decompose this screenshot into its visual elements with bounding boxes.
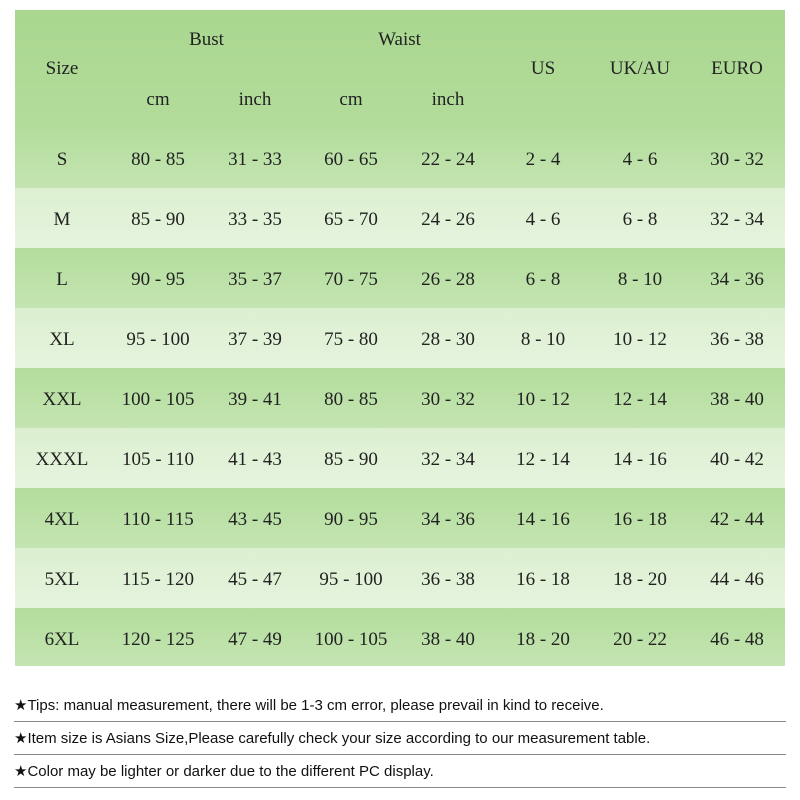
table-cell: 8 - 10 [520,329,566,350]
table-cell: 18 - 20 [516,629,570,650]
header-bg [15,10,785,128]
table-cell: 105 - 110 [121,449,195,470]
table-cell: 26 - 28 [421,269,475,290]
header-group: Bust [189,29,224,50]
table-cell: 35 - 37 [228,269,282,290]
table-cell: 90 - 95 [324,509,378,530]
table-cell: 80 - 85 [324,389,378,410]
table-cell: 85 - 90 [131,209,185,230]
table-cell: S [56,149,68,170]
table-cell: 10 - 12 [613,329,667,350]
row-bg [15,548,785,608]
separator [14,787,786,788]
table-cell: 46 - 48 [710,629,764,650]
table-cell: 5XL [44,569,80,590]
table-cell: 85 - 90 [324,449,378,470]
table-cell: 70 - 75 [324,269,378,290]
header-cell: UK/AU [609,58,671,79]
table-cell: 32 - 34 [421,449,475,470]
table-cell: XXXL [35,449,89,470]
table-cell: 38 - 40 [421,629,475,650]
table-cell: 43 - 45 [228,509,282,530]
table-cell: 4XL [44,509,80,530]
row-bg [15,308,785,368]
table-cell: M [53,209,71,230]
table-cell: 30 - 32 [421,389,475,410]
table-cell: 18 - 20 [613,569,667,590]
table-cell: XL [49,329,75,350]
row-bg [15,368,785,428]
table-cell: 31 - 33 [228,149,282,170]
header-sub: inch [431,89,465,110]
table-cell: 37 - 39 [228,329,282,350]
table-cell: 75 - 80 [324,329,378,350]
table-cell: 38 - 40 [710,389,764,410]
table-cell: 45 - 47 [228,569,282,590]
table-cell: 2 - 4 [525,149,561,170]
table-cell: 36 - 38 [710,329,764,350]
table-cell: 47 - 49 [228,629,282,650]
table-cell: 120 - 125 [121,629,195,650]
header-group: Waist [378,29,421,50]
header-cell: US [530,58,556,79]
tip-text: ★Color may be lighter or darker due to t… [14,763,434,780]
table-cell: 16 - 18 [516,569,570,590]
table-cell: 33 - 35 [228,209,282,230]
table-cell: 42 - 44 [710,509,764,530]
table-cell: 34 - 36 [710,269,764,290]
table-cell: L [56,269,68,290]
table-cell: 6XL [44,629,80,650]
row-bg [15,608,785,666]
table-cell: 90 - 95 [131,269,185,290]
row-bg [15,248,785,308]
table-cell: 10 - 12 [516,389,570,410]
table-cell: 36 - 38 [421,569,475,590]
table-cell: 100 - 105 [121,389,195,410]
separator [14,754,786,755]
table-cell: 6 - 8 [622,209,658,230]
row-bg [15,428,785,488]
table-cell: 110 - 115 [122,509,194,530]
table-cell: 28 - 30 [421,329,475,350]
row-bg [15,188,785,248]
table-cell: 16 - 18 [613,509,667,530]
table-cell: 24 - 26 [421,209,475,230]
table-cell: 20 - 22 [613,629,667,650]
header-cell: EURO [711,58,763,79]
table-cell: 65 - 70 [324,209,378,230]
header-sub: cm [146,89,170,110]
row-bg [15,488,785,548]
table-cell: 14 - 16 [516,509,570,530]
row-bg [15,128,785,188]
table-cell: 34 - 36 [421,509,475,530]
table-cell: 12 - 14 [613,389,667,410]
table-cell: 8 - 10 [617,269,663,290]
table-cell: XXL [42,389,82,410]
tip-text: ★Item size is Asians Size,Please careful… [14,730,651,747]
table-cell: 100 - 105 [314,629,388,650]
table-cell: 95 - 100 [319,569,383,590]
table-cell: 41 - 43 [228,449,282,470]
table-cell: 32 - 34 [710,209,764,230]
table-cell: 80 - 85 [131,149,185,170]
tip-text: ★Tips: manual measurement, there will be… [14,697,604,714]
table-cell: 4 - 6 [622,149,658,170]
table-cell: 22 - 24 [421,149,475,170]
table-cell: 115 - 120 [121,569,195,590]
header-sub: cm [339,89,363,110]
header-cell: Size [45,58,79,79]
table-cell: 95 - 100 [126,329,190,350]
table-cell: 12 - 14 [516,449,570,470]
table-cell: 30 - 32 [710,149,764,170]
table-cell: 4 - 6 [525,209,561,230]
table-cell: 44 - 46 [710,569,764,590]
separator [14,721,786,722]
table-cell: 6 - 8 [525,269,561,290]
header-sub: inch [238,89,272,110]
table-cell: 60 - 65 [324,149,378,170]
table-cell: 40 - 42 [710,449,764,470]
table-cell: 14 - 16 [613,449,667,470]
table-cell: 39 - 41 [228,389,282,410]
